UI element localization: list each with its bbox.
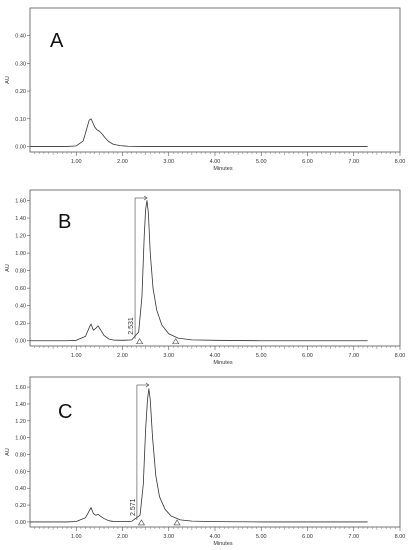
plot-frame — [29, 376, 401, 528]
plot-frame — [29, 189, 401, 347]
x-tick-label: 1.00 — [71, 159, 82, 165]
x-tick-label: 6.00 — [302, 353, 313, 359]
panel-label: C — [58, 401, 72, 423]
baseline-marker — [137, 519, 145, 526]
y-tick-label: 1.40 — [15, 402, 26, 408]
x-tick-label: 3.00 — [163, 534, 174, 540]
y-tick-label: 0.00 — [15, 520, 26, 526]
chromatogram-trace — [30, 118, 368, 147]
x-tick-label: 2.00 — [117, 353, 128, 359]
y-axis-label: AU — [5, 448, 11, 456]
y-tick-label: 0.10 — [15, 117, 26, 123]
x-tick-label: 5.00 — [256, 159, 267, 165]
y-tick-label: 0.20 — [15, 89, 26, 95]
y-tick-label: 0.40 — [15, 486, 26, 492]
y-tick-label: 1.00 — [15, 436, 26, 442]
x-tick-label: 7.00 — [348, 534, 359, 540]
y-tick-label: 0.00 — [15, 339, 26, 345]
y-tick-label: 1.00 — [15, 251, 26, 257]
x-tick-label: 8.00 — [395, 159, 406, 165]
x-tick-label: 8.00 — [395, 534, 406, 540]
y-tick-label: 1.20 — [15, 419, 26, 425]
chromatogram-trace — [30, 200, 368, 342]
x-tick-label: 6.00 — [302, 534, 313, 540]
x-tick-label: 5.00 — [256, 353, 267, 359]
x-tick-label: 4.00 — [210, 353, 221, 359]
x-tick-label: 6.00 — [302, 159, 313, 165]
peak-marker-arrow — [145, 382, 150, 388]
y-tick-label: 0.20 — [15, 503, 26, 509]
plot-frame — [29, 7, 401, 153]
peak-retention-label: 2.531 — [128, 317, 135, 335]
chart-panel-b: 1.00 2.00 3.00 4.00 5.00 6.00 7.00 8.00 0.00 0.20… — [5, 189, 406, 366]
x-tick-label: 3.00 — [163, 159, 174, 165]
panel-label: A — [50, 30, 64, 52]
x-tick-label: 2.00 — [117, 534, 128, 540]
x-tick-label: 8.00 — [395, 353, 406, 359]
x-tick-label: 2.00 — [117, 159, 128, 165]
y-tick-label: 0.20 — [15, 321, 26, 327]
chromatogram-trace — [30, 388, 368, 523]
x-axis-label: Minutes — [213, 166, 233, 172]
y-tick-label: 0.60 — [15, 286, 26, 292]
chart-panel-c: 1.00 2.00 3.00 4.00 5.00 6.00 7.00 8.00 0.00 0.20… — [5, 376, 406, 547]
y-tick-label: 1.60 — [15, 385, 26, 391]
y-axis-label: AU — [5, 264, 11, 272]
x-tick-label: 7.00 — [348, 159, 359, 165]
x-axis-label: Minutes — [213, 360, 233, 366]
baseline-marker — [172, 338, 180, 345]
peak-retention-label: 2.571 — [130, 498, 137, 516]
y-tick-label: 0.80 — [15, 453, 26, 459]
x-tick-label: 3.00 — [163, 353, 174, 359]
y-axis-label: AU — [5, 76, 11, 84]
x-tick-label: 1.00 — [71, 534, 82, 540]
x-tick-label: 5.00 — [256, 534, 267, 540]
panel-label: B — [58, 211, 71, 233]
x-tick-label: 4.00 — [210, 159, 221, 165]
y-tick-label: 0.00 — [15, 144, 26, 150]
baseline-marker — [136, 338, 144, 345]
x-tick-label: 7.00 — [348, 353, 359, 359]
y-tick-label: 0.80 — [15, 269, 26, 275]
y-tick-label: 0.60 — [15, 469, 26, 475]
x-tick-label: 1.00 — [71, 353, 82, 359]
y-tick-label: 0.40 — [15, 34, 26, 40]
baseline-marker — [173, 519, 181, 526]
chart-panel-a: 1.00 2.00 3.00 4.00 5.00 6.00 7.00 8.00 0.00 0.10… — [5, 7, 406, 172]
x-axis-label: Minutes — [213, 541, 233, 547]
y-tick-label: 0.30 — [15, 61, 26, 67]
x-tick-label: 4.00 — [210, 534, 221, 540]
peak-marker-arrow — [143, 195, 148, 201]
y-tick-label: 1.20 — [15, 234, 26, 240]
y-tick-label: 1.60 — [15, 199, 26, 205]
y-tick-label: 0.40 — [15, 304, 26, 310]
y-tick-label: 1.40 — [15, 216, 26, 222]
